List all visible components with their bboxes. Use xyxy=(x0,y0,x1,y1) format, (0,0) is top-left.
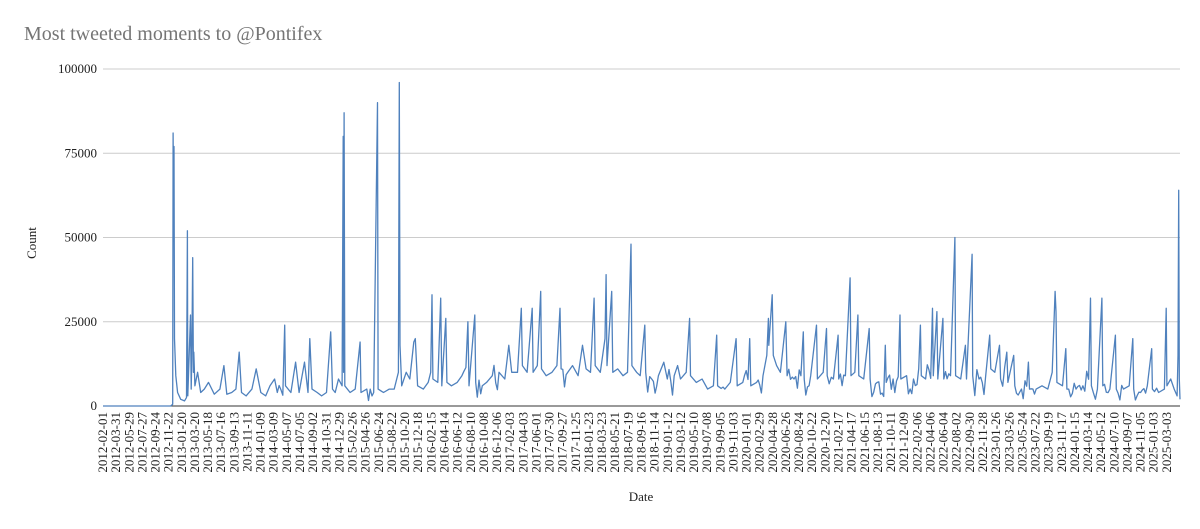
y-axis-ticks: 0 25000 50000 75000 100000 xyxy=(58,61,97,413)
x-tick-label: 2013-01-20 xyxy=(174,412,189,473)
y-tick-label: 100000 xyxy=(58,61,97,76)
x-tick-label: 2024-05-12 xyxy=(1093,412,1108,473)
x-tick-label: 2020-08-24 xyxy=(791,412,806,473)
x-tick-label: 2018-07-19 xyxy=(620,412,635,473)
x-tick-label: 2015-02-26 xyxy=(345,412,360,473)
x-tick-label: 2014-09-02 xyxy=(305,412,320,473)
x-tick-label: 2022-11-28 xyxy=(975,412,990,472)
x-axis-label: Date xyxy=(629,489,654,504)
x-tick-label: 2024-11-05 xyxy=(1133,412,1148,472)
x-tick-label: 2020-01-01 xyxy=(739,412,754,473)
x-tick-label: 2013-11-11 xyxy=(239,412,254,472)
x-tick-label: 2023-05-24 xyxy=(1014,412,1029,473)
x-tick-label: 2021-02-17 xyxy=(831,412,846,473)
x-tick-label: 2024-09-07 xyxy=(1119,412,1134,473)
x-tick-label: 2013-03-20 xyxy=(187,412,202,473)
y-tick-label: 0 xyxy=(91,398,98,413)
x-tick-label: 2017-07-30 xyxy=(542,412,557,473)
x-tick-label: 2016-10-08 xyxy=(476,412,491,473)
x-tick-label: 2021-04-17 xyxy=(844,412,859,473)
x-tick-label: 2016-12-06 xyxy=(489,412,504,473)
x-tick-label: 2016-08-10 xyxy=(463,412,478,473)
x-tick-label: 2018-01-23 xyxy=(581,412,596,473)
x-tick-label: 2024-07-10 xyxy=(1106,412,1121,473)
x-tick-label: 2024-01-15 xyxy=(1067,412,1082,473)
chart-title: Most tweeted moments to @Pontifex xyxy=(24,23,322,45)
x-tick-label: 2023-11-17 xyxy=(1054,412,1069,473)
x-tick-label: 2017-09-27 xyxy=(555,412,570,473)
x-tick-label: 2021-06-15 xyxy=(857,412,872,473)
x-tick-label: 2014-01-09 xyxy=(253,412,268,473)
x-tick-label: 2017-04-03 xyxy=(515,412,530,473)
gridlines xyxy=(103,68,1180,407)
x-tick-label: 2019-05-10 xyxy=(686,412,701,473)
x-tick-label: 2016-02-15 xyxy=(423,412,438,473)
series-line xyxy=(103,81,1181,407)
x-tick-label: 2014-07-05 xyxy=(292,412,307,473)
x-tick-label: 2012-02-01 xyxy=(95,412,110,473)
x-tick-label: 2021-12-09 xyxy=(896,412,911,473)
x-tick-label: 2013-09-13 xyxy=(226,412,241,473)
x-tick-label: 2022-08-02 xyxy=(949,412,964,473)
x-tick-label: 2022-09-30 xyxy=(962,412,977,473)
y-tick-label: 25000 xyxy=(65,314,98,329)
x-tick-label: 2014-05-07 xyxy=(279,412,294,473)
x-tick-label: 2018-03-23 xyxy=(594,412,609,473)
x-tick-label: 2014-10-31 xyxy=(318,412,333,473)
x-tick-label: 2012-07-27 xyxy=(134,412,149,473)
x-tick-label: 2015-06-24 xyxy=(371,412,386,473)
x-tick-label: 2012-05-29 xyxy=(121,412,136,473)
x-tick-label: 2021-10-11 xyxy=(883,412,898,472)
x-axis-ticks: 2012-02-012012-03-312012-05-292012-07-27… xyxy=(95,412,1174,473)
x-tick-label: 2015-10-20 xyxy=(397,412,412,473)
x-tick-label: 2017-11-25 xyxy=(568,412,583,472)
y-axis-label: Count xyxy=(24,227,39,259)
x-tick-label: 2012-09-24 xyxy=(148,412,163,473)
x-tick-label: 2015-04-26 xyxy=(358,412,373,473)
x-tick-label: 2022-02-06 xyxy=(909,412,924,473)
x-tick-label: 2020-06-26 xyxy=(778,412,793,473)
series-layer xyxy=(103,81,1181,407)
x-tick-label: 2023-01-26 xyxy=(988,412,1003,473)
x-tick-label: 2015-12-18 xyxy=(410,412,425,473)
x-tick-label: 2019-11-03 xyxy=(725,412,740,472)
x-tick-label: 2015-08-22 xyxy=(384,412,399,473)
x-tick-label: 2023-07-22 xyxy=(1028,412,1043,473)
x-tick-label: 2016-06-12 xyxy=(450,412,465,473)
x-tick-label: 2020-04-28 xyxy=(765,412,780,473)
x-tick-label: 2012-03-31 xyxy=(108,412,123,473)
x-tick-label: 2022-06-04 xyxy=(936,412,951,473)
x-tick-label: 2019-03-12 xyxy=(673,412,688,473)
x-tick-label: 2025-03-03 xyxy=(1159,412,1174,473)
x-tick-label: 2018-09-16 xyxy=(634,412,649,473)
x-tick-label: 2020-02-29 xyxy=(752,412,767,473)
y-tick-label: 50000 xyxy=(65,230,98,245)
x-tick-label: 2025-01-03 xyxy=(1146,412,1161,473)
x-tick-label: 2016-04-14 xyxy=(436,412,451,473)
x-tick-label: 2019-07-08 xyxy=(699,412,714,473)
x-tick-label: 2019-09-05 xyxy=(712,412,727,473)
x-tick-label: 2023-09-19 xyxy=(1041,412,1056,473)
x-tick-label: 2014-03-09 xyxy=(266,412,281,473)
x-tick-label: 2014-12-29 xyxy=(331,412,346,473)
x-tick-label: 2021-08-13 xyxy=(870,412,885,473)
x-tick-label: 2013-07-16 xyxy=(213,412,228,473)
x-tick-label: 2023-03-26 xyxy=(1001,412,1016,473)
x-tick-label: 2020-12-20 xyxy=(817,412,832,473)
x-tick-label: 2022-04-06 xyxy=(922,412,937,473)
x-tick-label: 2013-05-18 xyxy=(200,412,215,473)
y-tick-label: 75000 xyxy=(65,145,98,160)
x-tick-label: 2019-01-12 xyxy=(660,412,675,473)
x-tick-label: 2020-10-22 xyxy=(804,412,819,473)
x-tick-label: 2017-02-03 xyxy=(502,412,517,473)
x-tick-label: 2018-05-21 xyxy=(607,412,622,473)
x-tick-label: 2018-11-14 xyxy=(647,412,662,473)
x-tick-label: 2017-06-01 xyxy=(528,412,543,473)
x-tick-label: 2024-03-14 xyxy=(1080,412,1095,473)
x-tick-label: 2012-11-22 xyxy=(161,412,176,472)
